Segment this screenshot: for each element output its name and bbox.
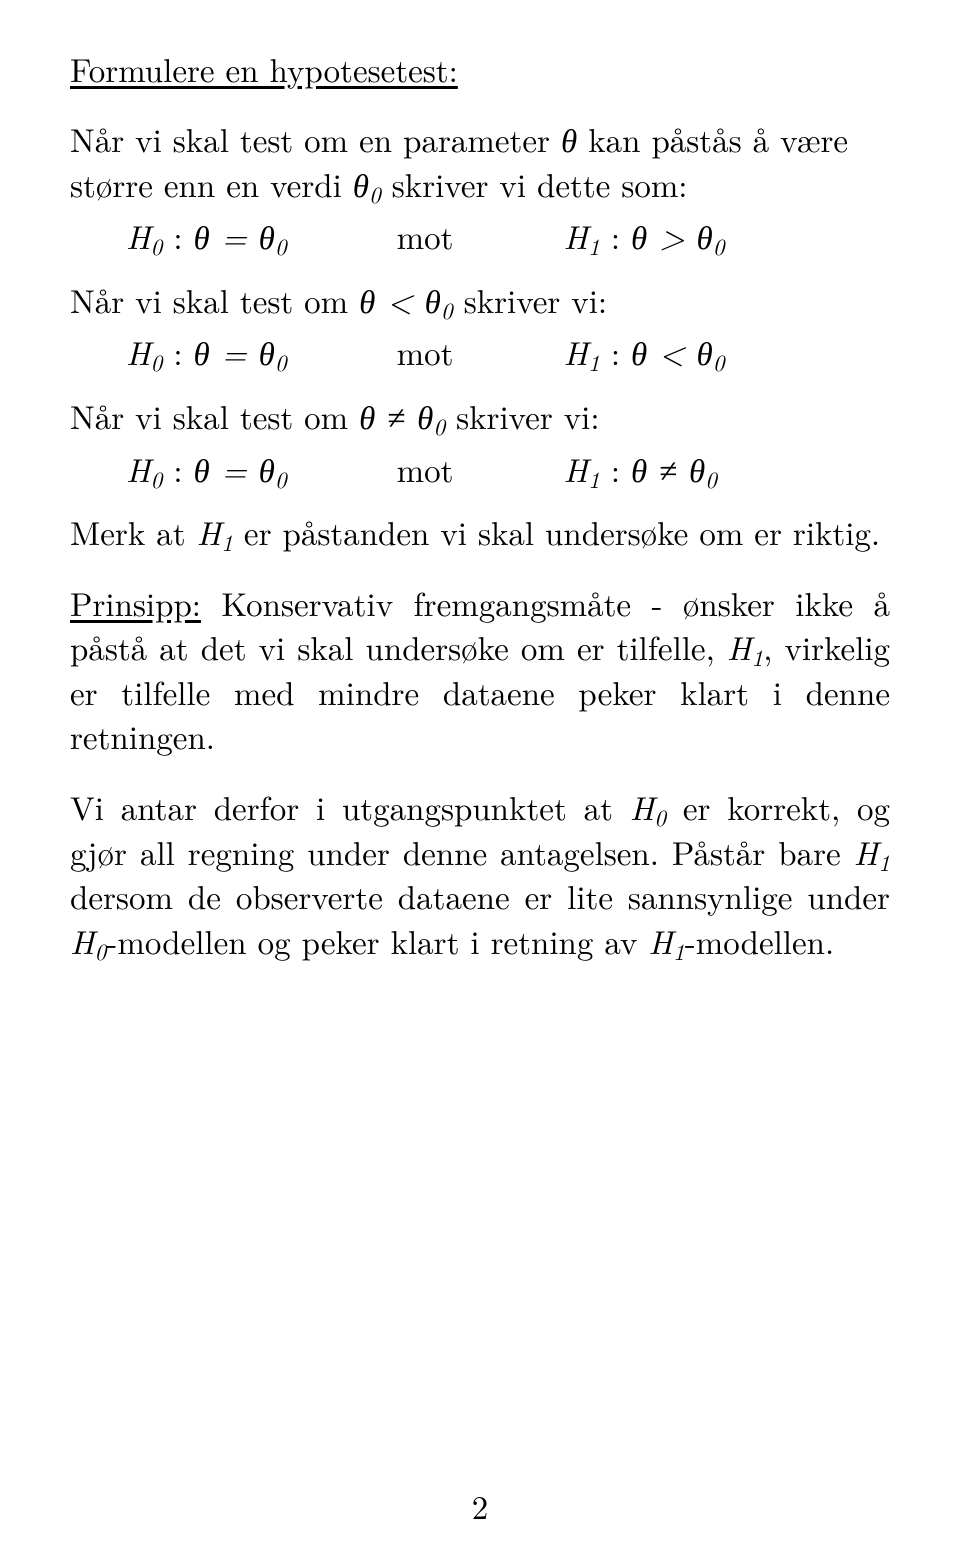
theta-expression: θ ≠ θ0 — [359, 392, 445, 439]
colon: : — [162, 212, 193, 259]
page-number: 2 — [0, 1482, 960, 1529]
hypothesis-row-3: H0 : θ = θ0motH1 : θ ≠ θ0 — [126, 449, 890, 489]
intro-paragraph-1: Når vi skal test om en parameter θ kan p… — [70, 117, 890, 206]
intro-paragraph-3: Når vi skal test om θ ≠ θ0 skriver vi: — [70, 394, 890, 439]
text: skriver vi dette som: — [381, 160, 688, 207]
h1-label: H1 — [564, 212, 600, 259]
h1-label: H1 — [564, 445, 600, 492]
h1-expression: θ > θ0 — [631, 212, 725, 259]
page: Formulere en hypotesetest: Når vi skal t… — [0, 0, 960, 1567]
h0-expression: θ = θ0 — [194, 212, 287, 259]
h0-expression: θ = θ0 — [194, 328, 287, 375]
colon: : — [162, 445, 193, 492]
hypothesis-row-2: H0 : θ = θ0motH1 : θ < θ0 — [126, 332, 890, 372]
colon: : — [600, 212, 631, 259]
h1-symbol: H1 — [727, 623, 763, 670]
mot-label: mot — [397, 445, 454, 492]
intro-paragraph-2: Når vi skal test om θ < θ0 skriver vi: — [70, 278, 890, 323]
text: skriver vi: — [453, 276, 607, 323]
text: Merk at — [70, 508, 197, 555]
h0-label: H0 — [126, 445, 162, 492]
principle-paragraph: Prinsipp: Konservativ fremgangsmåte - øn… — [70, 581, 890, 759]
note-paragraph: Merk at H1 er påstanden vi skal undersøk… — [70, 510, 890, 555]
theta-symbol: θ — [561, 115, 577, 162]
text: -modellen og peker klart i retning av — [106, 917, 648, 964]
mot-label: mot — [397, 328, 454, 375]
text: Når vi skal test om — [70, 392, 359, 439]
h1-expression: θ ≠ θ0 — [631, 445, 717, 492]
assumption-paragraph: Vi antar derfor i utgangspunktet at H0 e… — [70, 785, 890, 963]
text: -modellen. — [685, 917, 834, 964]
mot-label: mot — [397, 212, 454, 259]
h1-symbol: H1 — [854, 828, 890, 875]
text: Når vi skal test om en parameter — [70, 115, 561, 162]
text: skriver vi: — [445, 392, 599, 439]
h0-expression: θ = θ0 — [194, 445, 287, 492]
text: er påstanden vi skal undersøke om er rik… — [233, 508, 880, 555]
principle-label: Prinsipp: — [70, 579, 201, 626]
h0-symbol: H0 — [70, 917, 106, 964]
h1-expression: θ < θ0 — [631, 328, 725, 375]
colon: : — [162, 328, 193, 375]
h0-label: H0 — [126, 328, 162, 375]
h0-label: H0 — [126, 212, 162, 259]
theta0-symbol: θ0 — [353, 160, 381, 207]
h0-symbol: H0 — [630, 783, 666, 830]
h1-label: H1 — [564, 328, 600, 375]
text: Vi antar derfor i utgangspunktet at — [70, 783, 630, 830]
h1-symbol: H1 — [648, 917, 684, 964]
colon: : — [600, 328, 631, 375]
page-title: Formulere en hypotesetest: — [70, 48, 890, 89]
text: Når vi skal test om — [70, 276, 359, 323]
text: dersom de observerte dataene er lite san… — [70, 872, 890, 919]
theta-expression: θ < θ0 — [359, 276, 453, 323]
hypothesis-row-1: H0 : θ = θ0motH1 : θ > θ0 — [126, 216, 890, 256]
h1-symbol: H1 — [197, 508, 233, 555]
colon: : — [600, 445, 631, 492]
